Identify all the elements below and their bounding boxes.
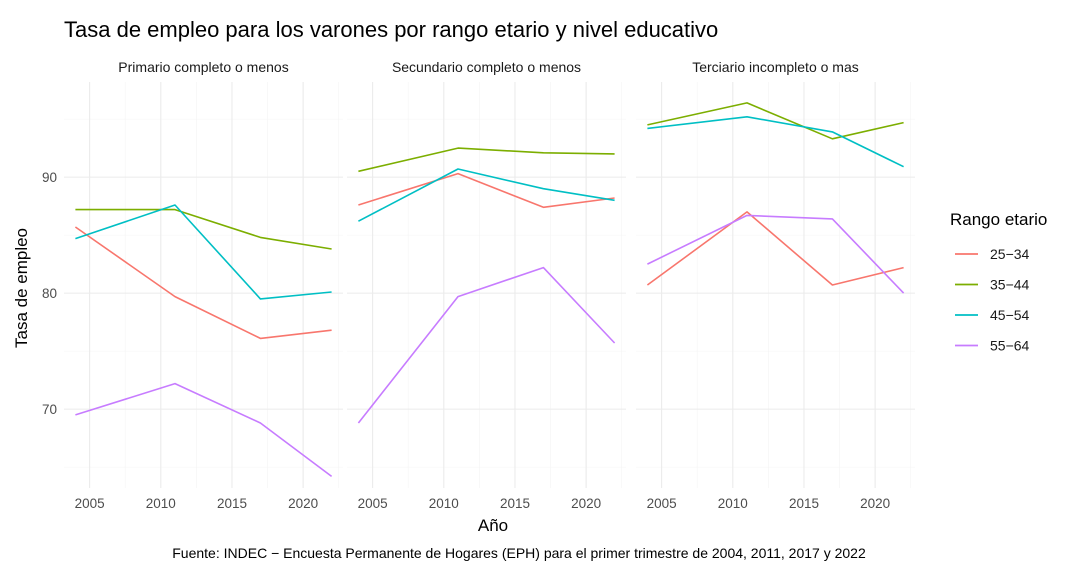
x-tick-label: 2005 — [75, 496, 105, 511]
series-line — [647, 116, 904, 168]
facet-strip-label: Terciario incompleto o mas — [692, 59, 859, 75]
facet-strip-label: Primario completo o menos — [118, 59, 288, 75]
x-tick-label: 2015 — [789, 496, 819, 511]
legend-label: 55−64 — [990, 338, 1030, 354]
legend-title: Rango etario — [950, 210, 1047, 229]
legend-label: 25−34 — [990, 246, 1030, 262]
x-tick-label: 2020 — [288, 496, 318, 511]
series-line — [75, 208, 332, 250]
facet-panel: Terciario incompleto o mas 2005 2010 2015 20… — [636, 59, 915, 511]
series-line — [75, 204, 332, 300]
series-line — [647, 214, 905, 294]
x-tick-label: 2005 — [358, 496, 388, 511]
legend-label: 45−54 — [990, 307, 1030, 323]
legend: Rango etario 25−34 35−44 45−54 55−64 — [950, 210, 1047, 354]
facet-panel: Secundario completo o menos 2005 2010 2015 2… — [347, 59, 626, 511]
series-line — [358, 168, 615, 222]
x-tick-label: 2005 — [647, 496, 677, 511]
x-tick-label: 2015 — [217, 496, 247, 511]
series-line — [357, 266, 616, 424]
series-line — [647, 102, 904, 140]
series-line — [358, 147, 615, 173]
caption: Fuente: INDEC − Encuesta Permanente de H… — [172, 545, 866, 561]
x-tick-label: 2020 — [860, 496, 890, 511]
x-tick-label: 2010 — [429, 496, 459, 511]
facet-panels: Primario completo o menos 2005 2010 2015 202… — [42, 59, 915, 511]
x-tick-label: 2020 — [571, 496, 601, 511]
legend-label: 35−44 — [990, 277, 1030, 293]
series-line — [74, 226, 332, 340]
x-tick-label: 2010 — [718, 496, 748, 511]
y-axis-title: Tasa de empleo — [12, 228, 31, 348]
facet-strip-label: Secundario completo o menos — [392, 59, 581, 75]
series-line — [358, 172, 615, 209]
series-line — [646, 211, 904, 286]
y-tick-label: 80 — [42, 286, 57, 301]
chart-title: Tasa de empleo para los varones por rang… — [64, 17, 718, 42]
x-tick-label: 2010 — [146, 496, 176, 511]
x-tick-label: 2015 — [500, 496, 530, 511]
x-axis-title: Año — [478, 516, 508, 535]
y-tick-label: 70 — [42, 402, 57, 417]
series-line — [75, 382, 333, 478]
y-tick-label: 90 — [42, 170, 57, 185]
facet-panel: Primario completo o menos 2005 2010 2015 202… — [42, 59, 343, 511]
